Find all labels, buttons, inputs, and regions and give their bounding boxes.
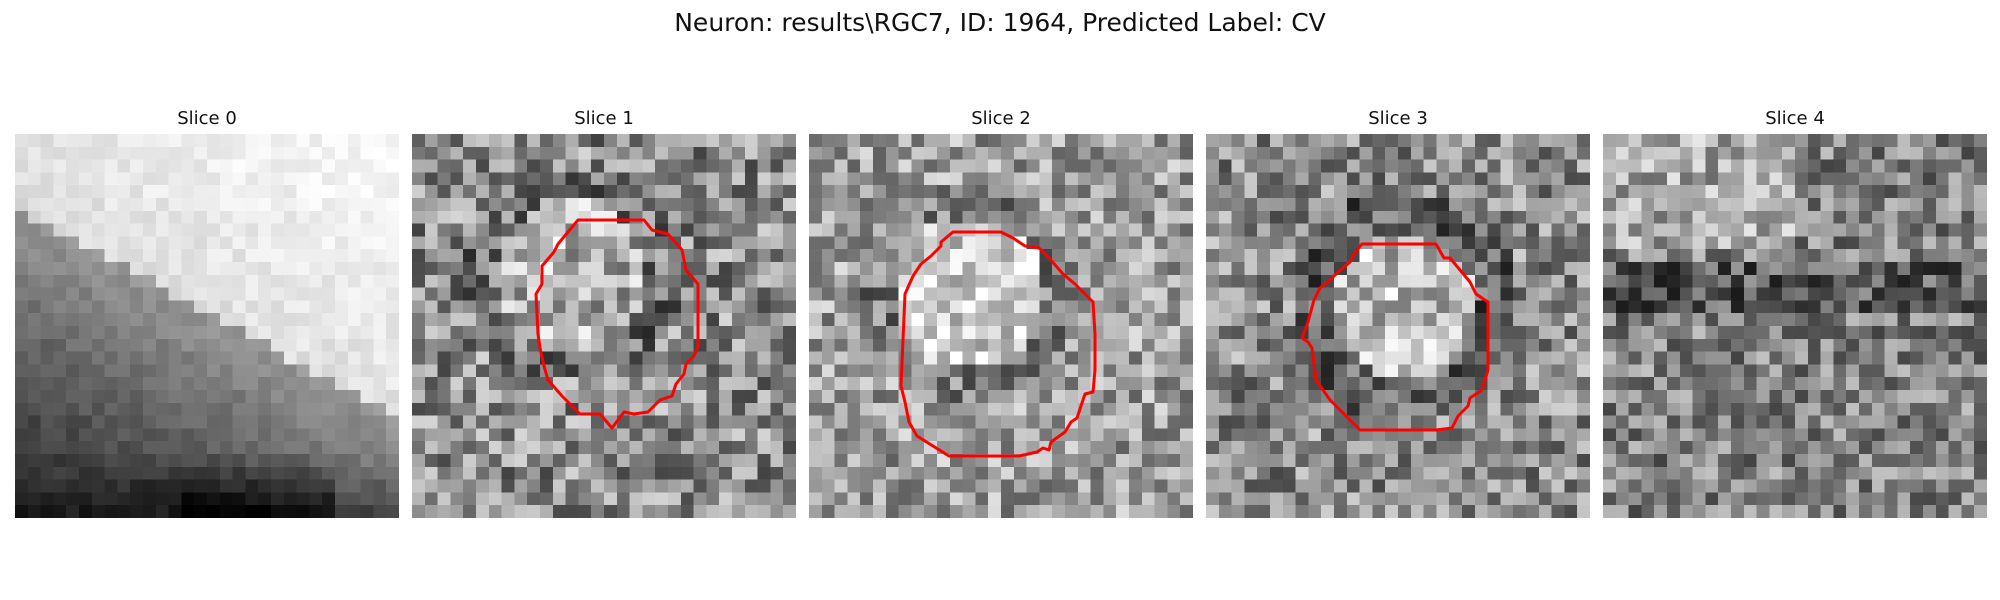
slice-3-image: [1206, 134, 1590, 518]
slice-1-title: Slice 1: [574, 108, 634, 129]
slice-0-panel: [15, 134, 399, 518]
figure-title: Neuron: results\RGC7, ID: 1964, Predicte…: [674, 8, 1326, 37]
slice-2-image: [809, 134, 1193, 518]
slice-2-title: Slice 2: [971, 108, 1031, 129]
slice-0-title: Slice 0: [177, 108, 237, 129]
slice-3-overlay: [1300, 242, 1490, 432]
slice-1-contour: [534, 218, 700, 430]
slice-1-panel: [412, 134, 796, 518]
slice-2-panel: [809, 134, 1193, 518]
slice-4-panel: [1603, 134, 1987, 518]
slice-1-overlay: [534, 218, 700, 430]
slice-4-title: Slice 4: [1765, 108, 1825, 129]
slice-1-image: [412, 134, 796, 518]
slice-2-contour: [899, 230, 1097, 458]
slice-3-contour: [1300, 242, 1490, 432]
slice-2-overlay: [899, 230, 1097, 458]
slice-3-title: Slice 3: [1368, 108, 1428, 129]
slice-4-image: [1603, 134, 1987, 518]
slice-0-image: [15, 134, 399, 518]
slice-3-panel: [1206, 134, 1590, 518]
